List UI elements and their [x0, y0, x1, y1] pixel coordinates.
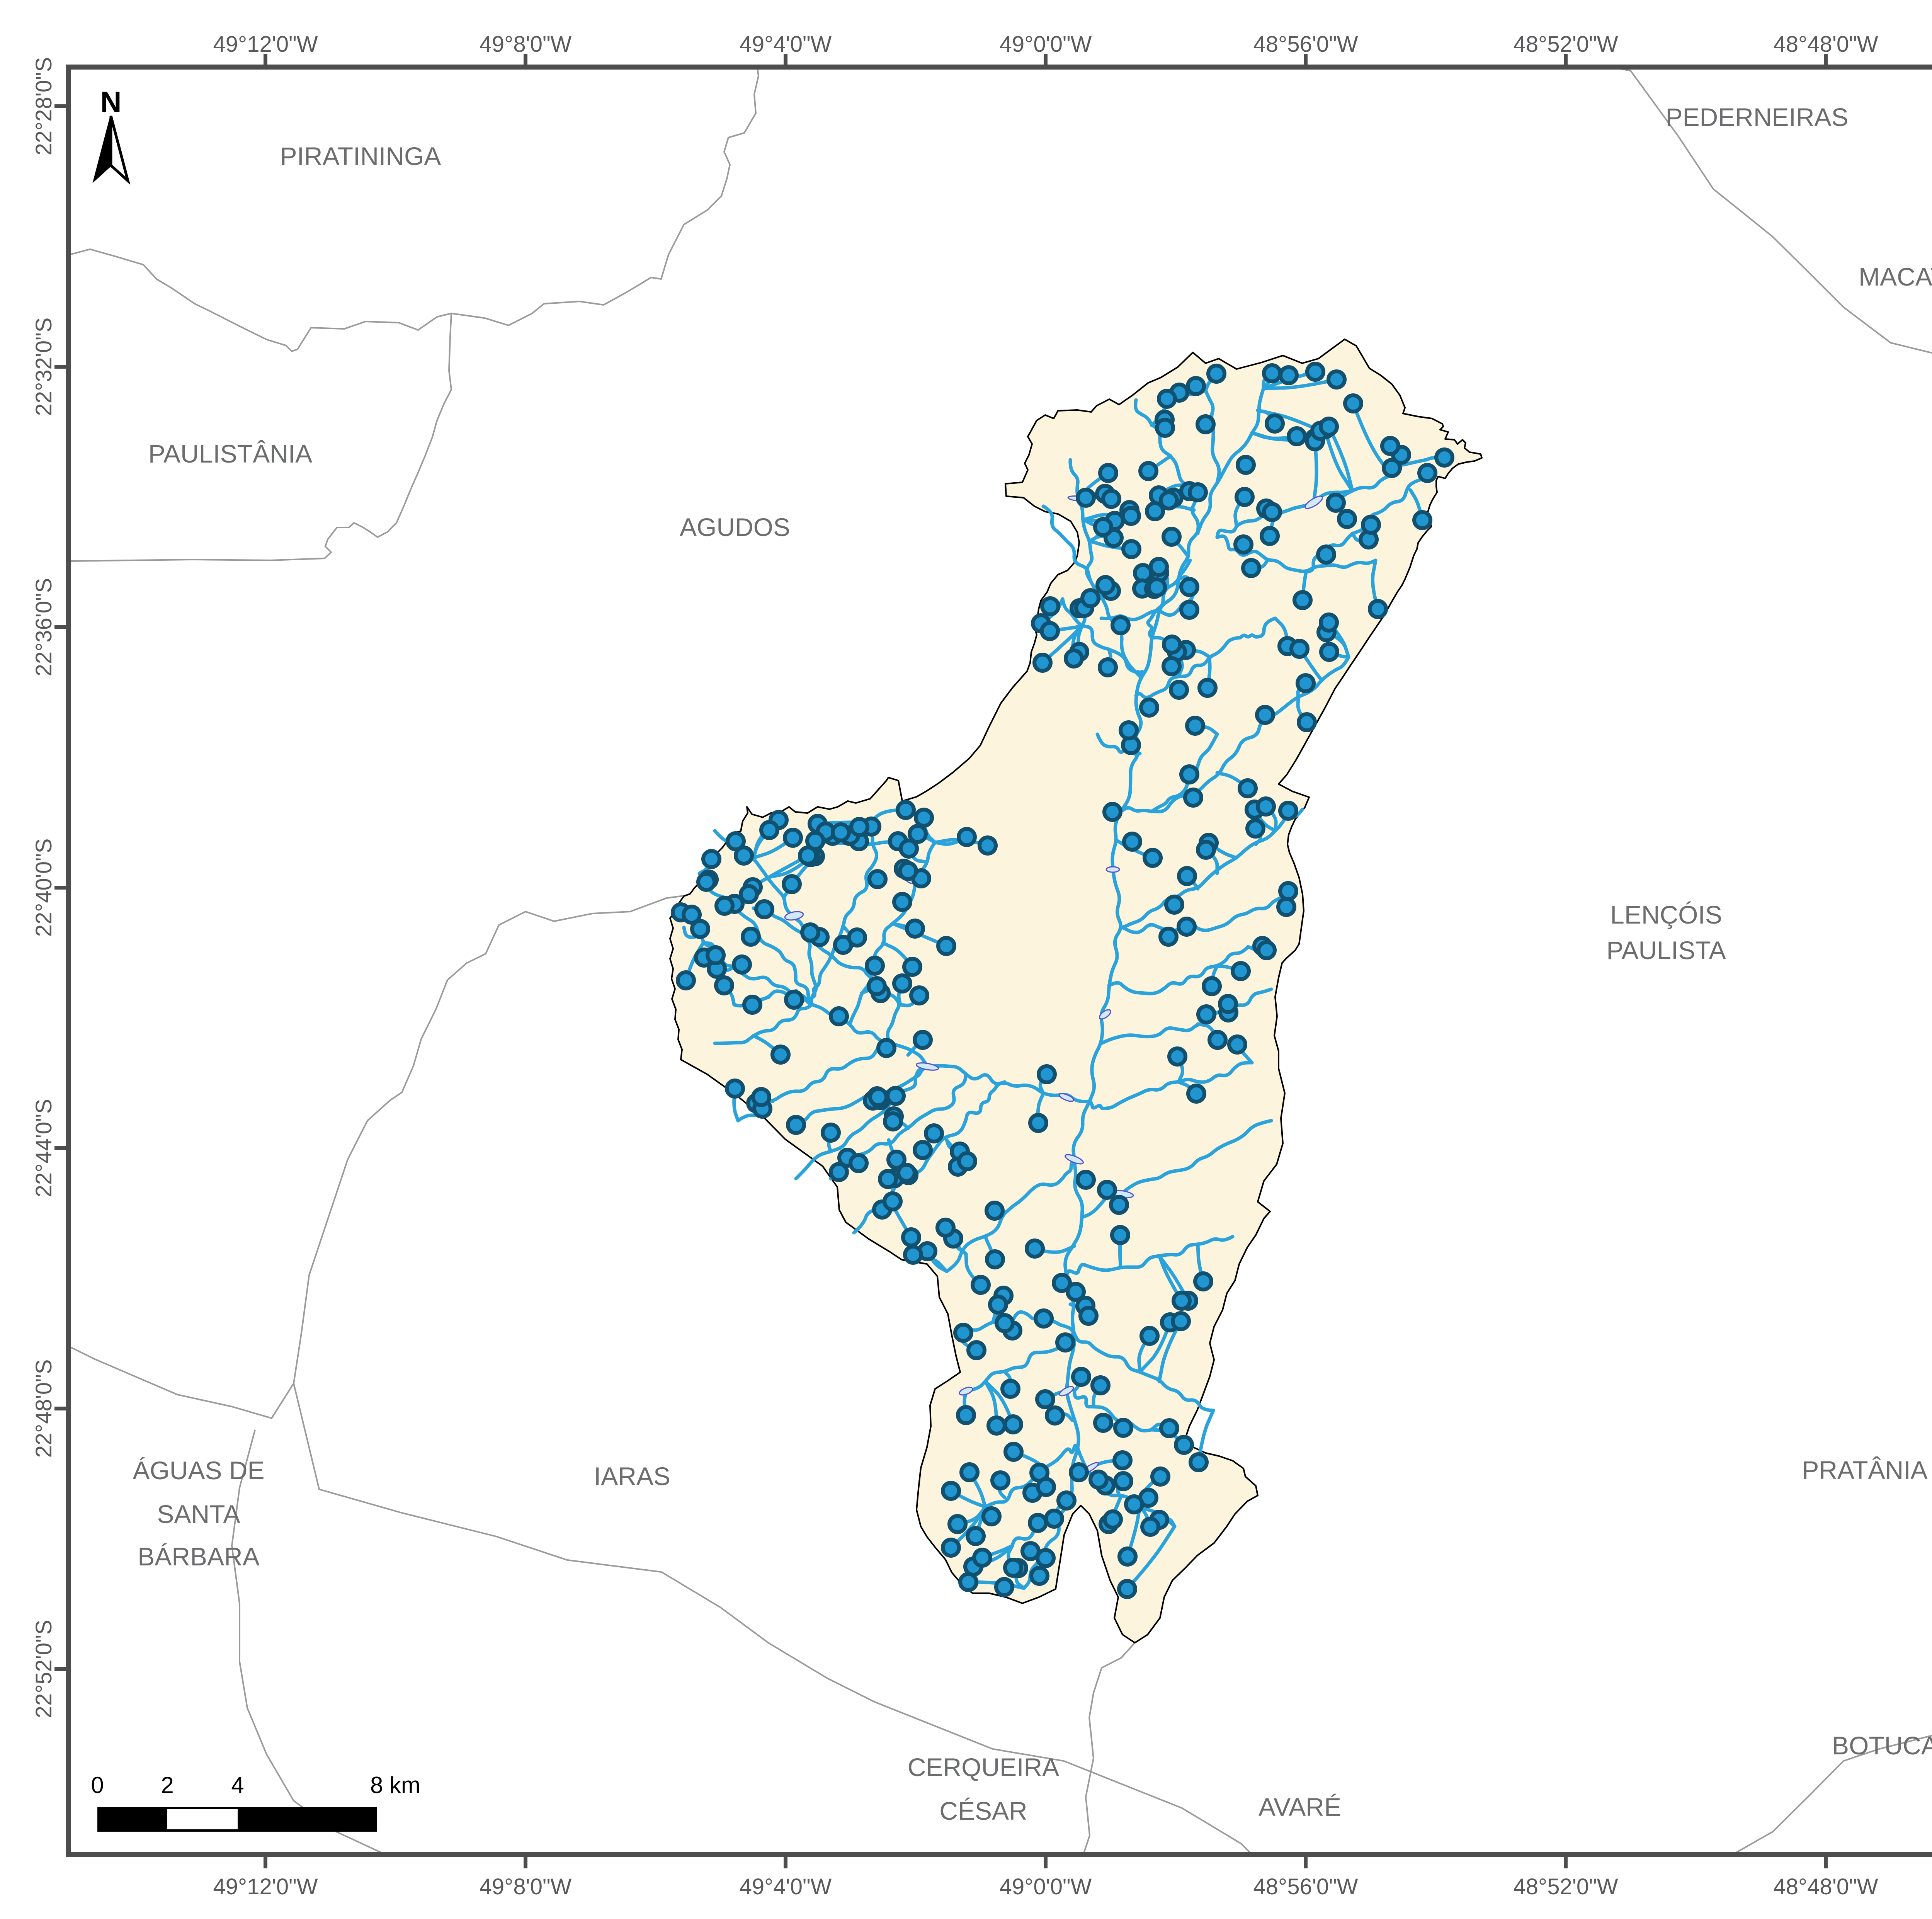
svg-text:22°40'0"S: 22°40'0"S [31, 839, 56, 937]
svg-text:48°56'0"W: 48°56'0"W [1253, 32, 1358, 57]
svg-text:48°52'0"W: 48°52'0"W [1514, 32, 1618, 57]
svg-text:49°12'0"W: 49°12'0"W [213, 1874, 318, 1899]
svg-text:BÁRBARA: BÁRBARA [138, 1542, 259, 1571]
svg-text:2: 2 [161, 1772, 173, 1798]
svg-text:MACATUBA: MACATUBA [1859, 262, 1932, 291]
svg-text:PAULISTÂNIA: PAULISTÂNIA [148, 439, 312, 468]
svg-text:49°8'0"W: 49°8'0"W [480, 1874, 572, 1899]
svg-text:49°0'0"W: 49°0'0"W [1000, 1874, 1092, 1899]
svg-text:IARAS: IARAS [594, 1462, 670, 1490]
svg-text:49°0'0"W: 49°0'0"W [1000, 32, 1092, 57]
svg-text:CERQUEIRA: CERQUEIRA [908, 1753, 1059, 1781]
svg-text:22°36'0"S: 22°36'0"S [31, 578, 56, 677]
svg-text:PIRATININGA: PIRATININGA [280, 142, 441, 170]
svg-text:49°12'0"W: 49°12'0"W [213, 32, 318, 57]
svg-text:22°28'0"S: 22°28'0"S [31, 57, 56, 156]
svg-text:48°56'0"W: 48°56'0"W [1253, 1874, 1358, 1899]
svg-text:48°48'0"W: 48°48'0"W [1774, 1874, 1878, 1899]
svg-text:22°32'0"S: 22°32'0"S [31, 318, 56, 416]
svg-text:AGUDOS: AGUDOS [680, 513, 790, 541]
svg-text:PRATÂNIA: PRATÂNIA [1802, 1456, 1927, 1484]
svg-text:49°4'0"W: 49°4'0"W [740, 1874, 832, 1899]
svg-text:BOTUCATU: BOTUCATU [1832, 1731, 1932, 1760]
svg-text:48°52'0"W: 48°52'0"W [1514, 1874, 1618, 1899]
svg-text:PEDERNEIRAS: PEDERNEIRAS [1665, 103, 1848, 131]
svg-text:SANTA: SANTA [157, 1500, 240, 1528]
svg-text:CÉSAR: CÉSAR [939, 1797, 1027, 1825]
svg-text:48°48'0"W: 48°48'0"W [1774, 32, 1878, 57]
svg-text:22°48'0"S: 22°48'0"S [31, 1359, 56, 1458]
svg-text:PAULISTA: PAULISTA [1606, 936, 1726, 965]
svg-text:22°44'0"S: 22°44'0"S [31, 1099, 56, 1198]
svg-text:N: N [100, 86, 122, 119]
svg-text:49°4'0"W: 49°4'0"W [740, 32, 832, 57]
svg-text:AVARÉ: AVARÉ [1259, 1793, 1341, 1821]
svg-text:49°8'0"W: 49°8'0"W [480, 32, 572, 57]
svg-text:LENÇÓIS: LENÇÓIS [1610, 900, 1722, 929]
svg-text:0: 0 [91, 1772, 104, 1798]
svg-text:ÁGUAS DE: ÁGUAS DE [133, 1456, 264, 1485]
svg-text:22°52'0"S: 22°52'0"S [31, 1620, 56, 1718]
svg-text:4: 4 [231, 1772, 244, 1798]
svg-text:8 km: 8 km [370, 1772, 420, 1798]
